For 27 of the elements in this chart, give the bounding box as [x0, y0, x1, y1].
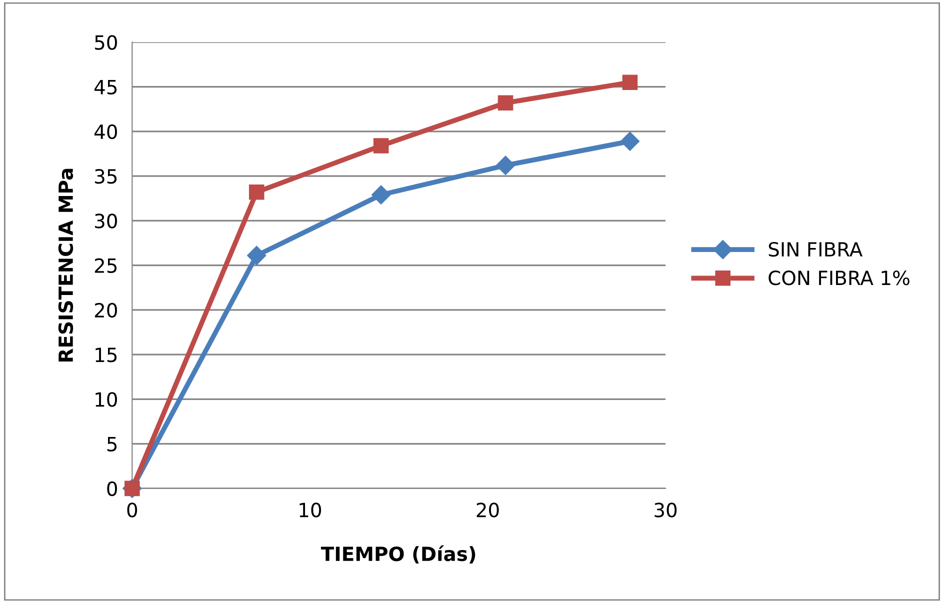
y-tick-label: 30 — [95, 214, 117, 228]
y-tick-label: 40 — [94, 124, 117, 140]
y-tick-label: 50 — [95, 35, 117, 50]
x-tick-label: 10 — [300, 502, 322, 518]
point — [247, 246, 266, 266]
y-tick-label: 15 — [96, 348, 117, 362]
x-tick-label: 20 — [476, 502, 499, 518]
y-tick-label: 0 — [107, 481, 117, 496]
point — [248, 184, 264, 200]
y-tick-label: 5 — [107, 437, 117, 452]
y-tick-label: 10 — [96, 392, 117, 407]
point — [620, 132, 640, 151]
x-axis-title: TIEMPO (Días) — [320, 545, 476, 564]
y-axis-title: RESISTENCIA MPa — [58, 168, 74, 362]
x-tick-label: 30 — [654, 502, 677, 518]
point — [622, 74, 638, 90]
x-tick-label: 0 — [127, 502, 138, 518]
point — [498, 95, 514, 111]
point — [496, 156, 516, 175]
y-tick-label: 20 — [94, 302, 117, 318]
y-tick-label: 25 — [94, 258, 117, 273]
y-tick-label: 45 — [94, 80, 117, 94]
legend-label: CON FIBRA 1% — [768, 270, 910, 286]
point — [372, 185, 391, 204]
y-tick-label: 35 — [95, 169, 117, 184]
legend-label: SIN FIBRA — [768, 242, 863, 257]
point — [373, 138, 389, 154]
